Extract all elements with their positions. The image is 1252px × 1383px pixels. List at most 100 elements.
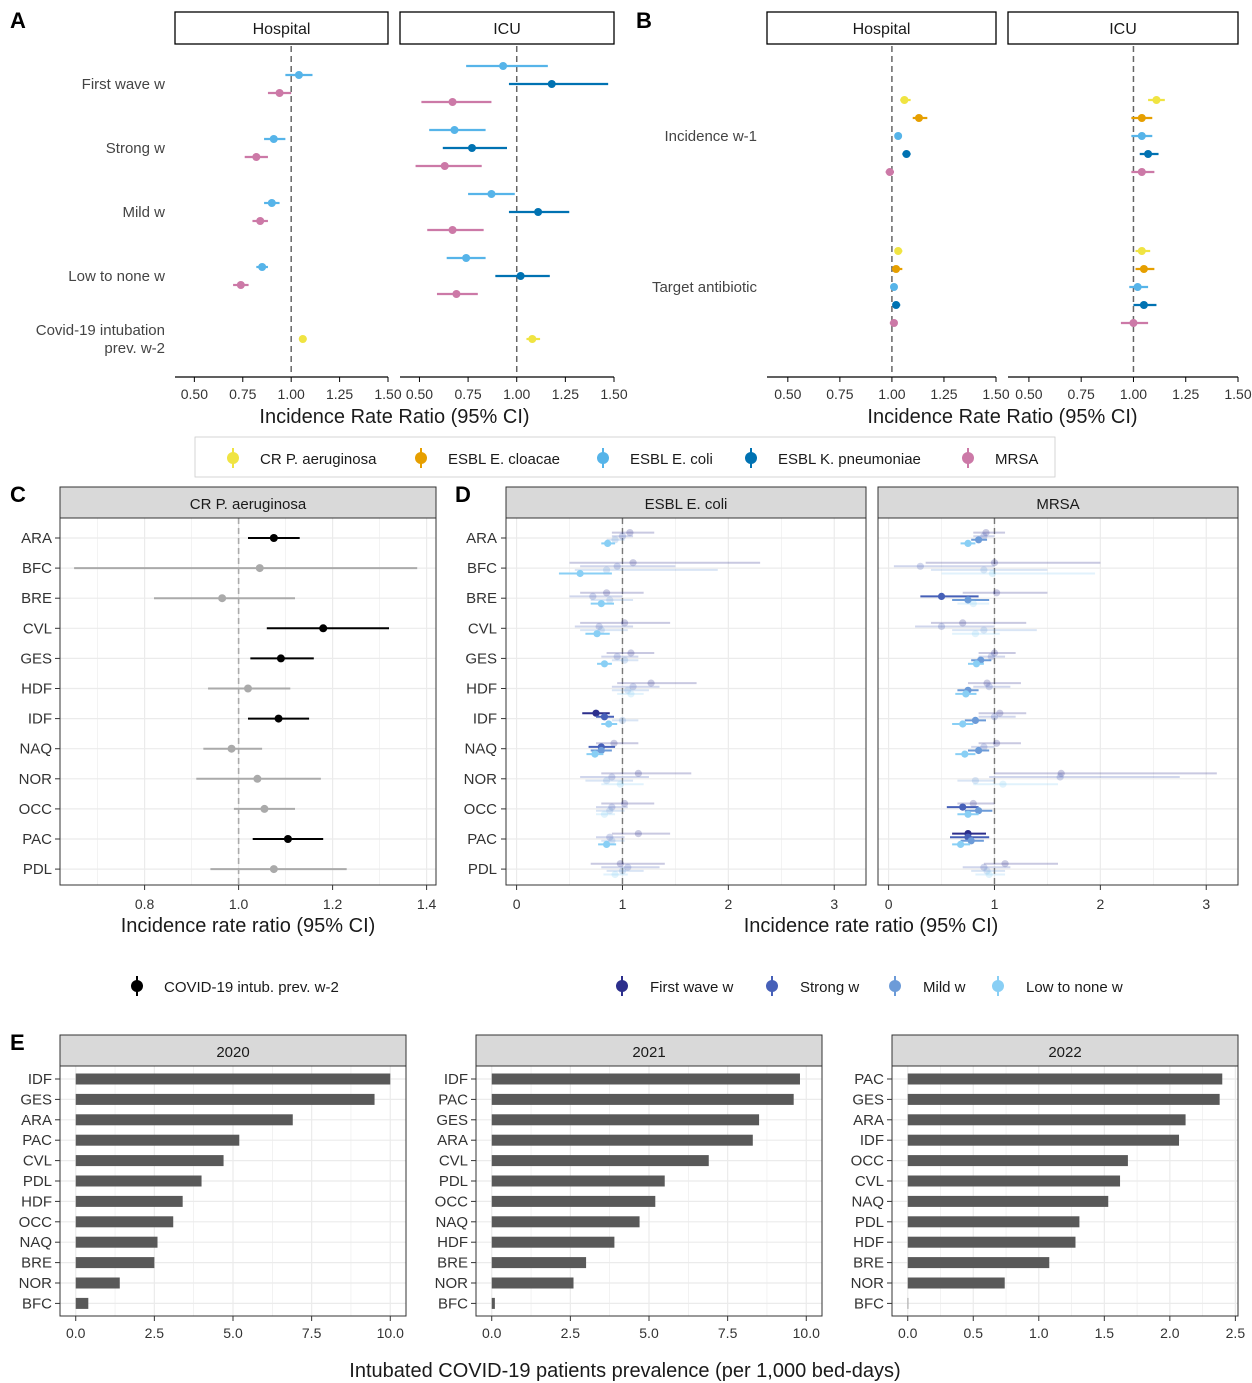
- estimate-point: [600, 713, 609, 721]
- y-tick-label: NAQ: [851, 1193, 884, 1210]
- x-tick-label: 2.5: [1226, 1325, 1246, 1341]
- estimate-point: [256, 217, 265, 225]
- estimate-point: [1001, 860, 1009, 868]
- estimate-point: [608, 803, 616, 811]
- estimate-point: [624, 863, 632, 871]
- estimate-point: [634, 769, 642, 778]
- estimate-point: [892, 265, 901, 273]
- panel-border: [505, 517, 867, 886]
- estimate-point: [267, 199, 276, 207]
- panel-letter-a: A: [10, 8, 26, 33]
- y-tick-label: ARA: [437, 1132, 468, 1149]
- y-tick-label: ARA: [853, 1112, 884, 1129]
- y-tick-label: BFC: [854, 1295, 884, 1312]
- bar: [907, 1093, 1220, 1105]
- estimate-point: [969, 799, 977, 808]
- estimate-point: [959, 619, 967, 627]
- legend-label: First wave w: [650, 979, 734, 996]
- x-axis-title: Incidence Rate Ratio (95% CI): [867, 406, 1137, 428]
- estimate-point: [959, 803, 967, 811]
- bar: [75, 1195, 183, 1207]
- estimate-point: [618, 532, 627, 540]
- estimate-point: [974, 746, 983, 755]
- estimate-point: [1133, 283, 1142, 291]
- y-tick-label: BFC: [438, 1295, 468, 1312]
- y-tick-label: NOR: [435, 1275, 469, 1292]
- estimate-point: [236, 281, 245, 289]
- legend-label: ESBL E. cloacae: [448, 451, 560, 468]
- bar: [75, 1155, 224, 1167]
- estimate-point: [892, 301, 901, 309]
- y-tick-label: HDF: [21, 1193, 52, 1210]
- y-tick-label: NAQ: [435, 1214, 468, 1231]
- y-tick-label: GES: [20, 650, 52, 667]
- estimate-point: [627, 690, 635, 698]
- bar: [491, 1257, 587, 1269]
- facet-strip-a-hospital: [174, 11, 389, 45]
- x-tick-label: 1.25: [326, 386, 353, 402]
- estimate-point: [499, 62, 508, 70]
- row-label: Incidence w-1: [664, 128, 757, 145]
- x-tick-label: 1.2: [323, 896, 343, 912]
- x-tick-label: 2: [724, 896, 732, 912]
- y-tick-label: BFC: [22, 560, 52, 577]
- x-tick-label: 0: [513, 896, 521, 912]
- y-tick-label: PDL: [23, 1173, 52, 1190]
- estimate-point: [1129, 319, 1138, 327]
- estimate-point: [629, 559, 637, 567]
- estimate-point: [255, 564, 264, 573]
- estimate-point: [608, 837, 616, 845]
- bar: [491, 1155, 709, 1167]
- estimate-point: [547, 80, 556, 88]
- estimate-point: [244, 684, 252, 693]
- y-tick-label: NOR: [19, 771, 53, 788]
- y-tick-label: OCC: [19, 1214, 53, 1231]
- y-tick-label: GES: [465, 650, 497, 667]
- row-label: prev. w-2: [104, 340, 165, 357]
- x-tick-label: 1.00: [503, 386, 530, 402]
- panel-letter-d: D: [455, 482, 471, 507]
- y-tick-label: NOR: [851, 1275, 885, 1292]
- estimate-point: [992, 739, 1001, 747]
- x-tick-label: 1.50: [600, 386, 627, 402]
- bar: [75, 1257, 155, 1269]
- estimate-point: [987, 653, 995, 661]
- estimate-point: [611, 870, 619, 879]
- estimate-point: [914, 114, 923, 122]
- y-tick-label: NAQ: [19, 1234, 52, 1251]
- estimate-point: [605, 720, 613, 728]
- estimate-point: [276, 654, 285, 663]
- legend-label: Low to none w: [1026, 979, 1123, 996]
- estimate-point: [996, 709, 1004, 717]
- estimate-point: [980, 743, 988, 751]
- facet-strip-c: [59, 486, 437, 519]
- y-tick-label: PAC: [467, 831, 497, 848]
- x-tick-label: 10.0: [793, 1325, 820, 1341]
- estimate-point: [974, 807, 983, 815]
- legend-label: MRSA: [995, 451, 1038, 468]
- estimate-point: [937, 592, 946, 601]
- bar: [491, 1114, 760, 1126]
- estimate-point: [467, 144, 476, 152]
- legend-key-point: [889, 980, 901, 992]
- legend-label: CR P. aeruginosa: [260, 451, 377, 468]
- row-label: Target antibiotic: [652, 279, 758, 296]
- estimate-point: [885, 168, 894, 176]
- y-tick-label: PAC: [22, 1132, 52, 1149]
- estimate-point: [298, 335, 307, 343]
- estimate-point: [602, 840, 611, 849]
- estimate-point: [269, 135, 278, 143]
- x-tick-label: 1.50: [1224, 386, 1251, 402]
- x-tick-label: 1.50: [374, 386, 401, 402]
- y-tick-label: BFC: [22, 1295, 52, 1312]
- estimate-point: [620, 656, 629, 664]
- legend-key-point: [616, 980, 628, 992]
- estimate-point: [1137, 168, 1146, 176]
- estimate-point: [576, 569, 584, 578]
- y-tick-label: BRE: [853, 1255, 884, 1272]
- panel-letter-b: B: [636, 8, 652, 33]
- y-tick-label: HDF: [853, 1234, 884, 1251]
- estimate-point: [253, 774, 262, 783]
- estimate-point: [620, 619, 629, 627]
- estimate-point: [616, 860, 624, 868]
